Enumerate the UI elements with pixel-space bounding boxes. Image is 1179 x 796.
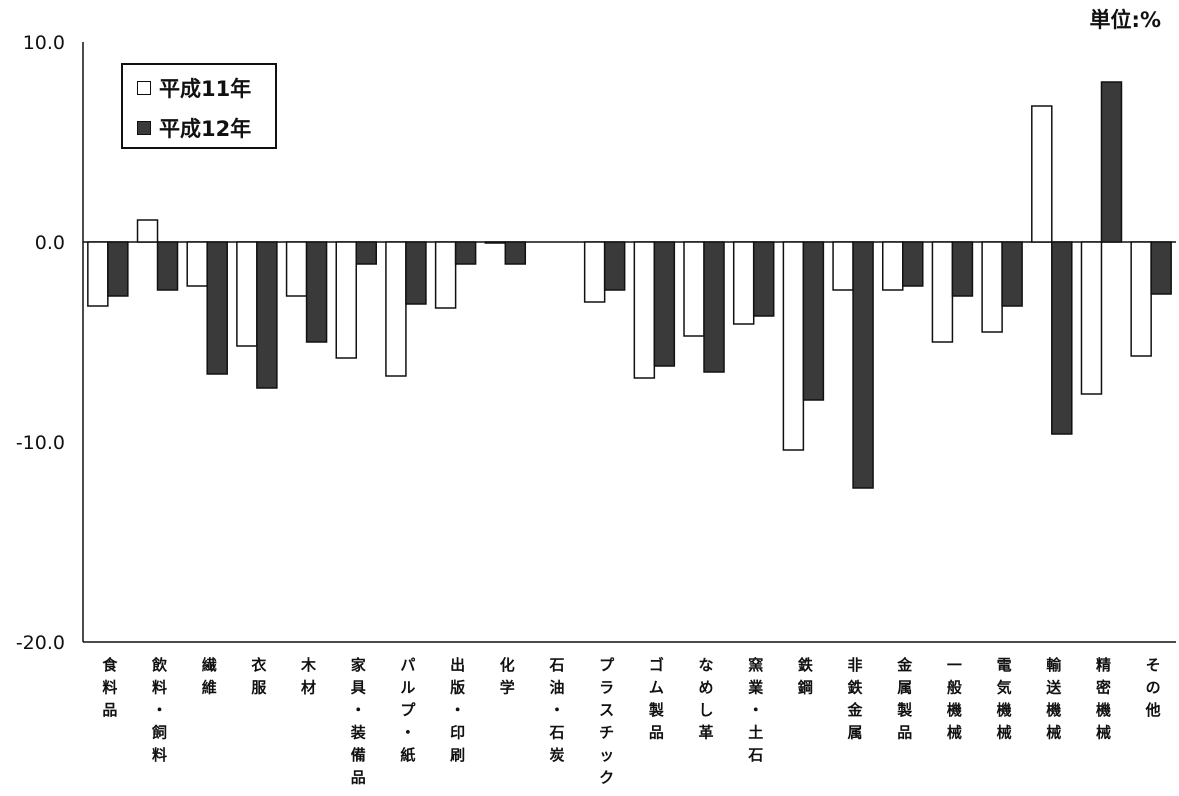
legend-swatch-series-2: [137, 121, 151, 135]
bar-1: [87, 241, 109, 307]
bar-2: [454, 241, 477, 265]
bar-2: [802, 241, 825, 401]
x-tick-label: その他: [1145, 656, 1161, 719]
x-tick-label: 繊維: [202, 656, 217, 697]
bar-1: [385, 241, 407, 377]
bar-2: [206, 241, 228, 375]
x-tick-label: 電気機械: [997, 656, 1012, 742]
bar-2: [156, 241, 179, 291]
bar-2: [603, 241, 626, 291]
bar-1: [186, 241, 208, 287]
x-tick-label: 石油・石炭: [548, 656, 564, 764]
bar-2: [951, 241, 974, 297]
y-tick-label: 10.0: [23, 32, 65, 54]
bar-1: [136, 219, 159, 243]
bar-1: [832, 241, 854, 291]
bar-1: [583, 241, 606, 303]
x-tick-label: プラスチック: [599, 656, 615, 787]
bar-2: [504, 241, 527, 265]
x-tick-label: 鉄鋼: [797, 656, 813, 697]
x-tick-label: 木材: [300, 656, 317, 697]
bar-1: [981, 241, 1003, 333]
legend-label-series-1: 平成11年: [159, 77, 252, 101]
bar-2: [1051, 241, 1073, 435]
bar-2: [703, 241, 725, 373]
bar-1: [484, 241, 507, 244]
bar-2: [1001, 241, 1023, 307]
bar-2: [256, 241, 278, 389]
y-tick-label: -10.0: [16, 432, 65, 454]
x-tick-label: 食料品: [102, 656, 118, 719]
legend-item-series-1: 平成11年: [137, 73, 251, 103]
x-tick-label: ゴム製品: [648, 656, 664, 742]
bar-1: [1031, 105, 1053, 243]
bar-2: [752, 241, 775, 317]
bar-1: [633, 241, 656, 379]
bar-2: [1150, 241, 1172, 295]
x-tick-label: 化学: [500, 656, 515, 697]
bar-1: [434, 241, 457, 309]
bar-2: [355, 241, 377, 265]
legend-swatch-series-1: [137, 81, 151, 95]
bar-2: [653, 241, 676, 367]
x-tick-label: 非鉄金属: [847, 656, 864, 742]
x-tick-label: 窯業・土石: [747, 656, 764, 764]
bar-1: [732, 241, 755, 325]
bar-1: [1130, 241, 1152, 357]
bar-2: [1100, 81, 1123, 243]
bar-1: [931, 241, 954, 343]
x-tick-label: 金属製品: [896, 656, 913, 742]
x-tick-label: 出版・印刷: [450, 656, 465, 764]
bar-2: [305, 241, 328, 343]
y-tick-label: 0.0: [35, 232, 65, 254]
x-tick-label: 一般機械: [947, 656, 962, 742]
x-tick-label: 精密機械: [1096, 656, 1111, 742]
unit-label: 単位:%: [1089, 8, 1161, 32]
bar-2: [405, 241, 427, 305]
x-tick-label: 輸送機械: [1045, 656, 1062, 742]
bar-1: [335, 241, 357, 359]
x-tick-label: 飲料・飼料: [151, 656, 168, 764]
bar-1: [782, 241, 805, 451]
bar-1: [236, 241, 258, 347]
bar-2: [902, 241, 924, 287]
legend: 平成11年 平成12年: [121, 63, 277, 149]
bar-1: [882, 241, 904, 291]
bar-1: [1080, 241, 1103, 395]
y-tick-label: -20.0: [16, 632, 65, 654]
bar-2: [852, 241, 874, 489]
legend-label-series-2: 平成12年: [159, 117, 252, 141]
bar-2: [107, 241, 129, 297]
bar-1: [683, 241, 705, 337]
bar-1: [285, 241, 308, 297]
x-tick-label: パルプ・紙: [400, 656, 416, 764]
legend-item-series-2: 平成12年: [137, 113, 251, 143]
x-tick-label: 衣服: [251, 656, 267, 697]
x-tick-label: なめし革: [699, 656, 714, 742]
x-tick-label: 家具・装備品: [350, 656, 367, 787]
